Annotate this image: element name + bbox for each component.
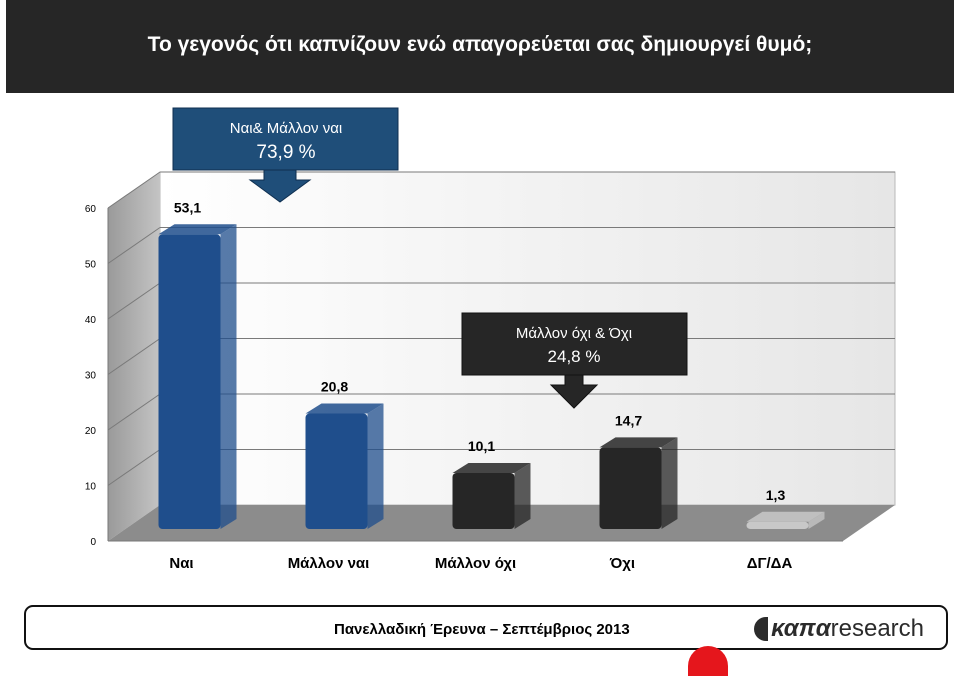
- callout-no-label: Μάλλον όχι & Όχι: [516, 325, 632, 342]
- gridline-side: [107, 171, 161, 209]
- y-tick-label: 30: [85, 371, 97, 382]
- bar-top: [599, 437, 678, 448]
- gridline-side: [107, 338, 161, 375]
- bar: [452, 462, 531, 529]
- y-tick-label: 50: [85, 260, 97, 271]
- gridline-side: [107, 282, 161, 320]
- page-title: Το γεγονός ότι καπνίζουν ενώ απαγορεύετα…: [147, 33, 813, 56]
- bar-side: [514, 462, 531, 529]
- x-category-label: ΔΓ/ΔΑ: [747, 555, 793, 572]
- gridline-side: [107, 227, 161, 264]
- bar: [599, 437, 678, 529]
- data-label: 20,8: [321, 379, 348, 395]
- callout-yes-total: Ναι& Μάλλον ναι 73,9 %: [172, 107, 399, 203]
- bar-front: [305, 413, 368, 529]
- callout-no-total: Μάλλον όχι & Όχι 24,8 %: [461, 312, 688, 409]
- bar-side: [661, 437, 678, 529]
- callout-yes-arrow: [248, 169, 312, 203]
- footer-box: Πανελλαδική Έρευνα – Σεπτέμβριος 2013 κα…: [24, 605, 948, 650]
- bar-side: [808, 511, 825, 529]
- bar-side: [220, 224, 237, 530]
- gridline-side: [107, 449, 161, 486]
- bar-top: [452, 462, 531, 473]
- callout-yes-value: 73,9 %: [256, 142, 315, 163]
- data-label: 1,3: [766, 487, 786, 503]
- logo-thin-text: research: [830, 615, 924, 642]
- bar-top: [746, 511, 825, 522]
- callout-yes-label: Ναι& Μάλλον ναι: [230, 120, 342, 137]
- gridline-side: [107, 393, 161, 431]
- bar: [158, 224, 237, 530]
- y-tick-label: 60: [85, 204, 97, 215]
- data-label: 14,7: [615, 412, 642, 428]
- bar-front: [158, 234, 221, 530]
- y-tick-label: 40: [85, 315, 97, 326]
- bar-top: [158, 224, 237, 235]
- y-tick-label: 20: [85, 426, 97, 437]
- bar: [746, 511, 825, 529]
- kapa-research-logo: καπα research: [754, 615, 924, 643]
- data-label: 10,1: [468, 438, 495, 454]
- x-category-label: Όχι: [609, 555, 635, 572]
- x-category-label: Μάλλον όχι: [435, 555, 516, 572]
- bar-front: [599, 447, 662, 529]
- x-category-label: Ναι: [169, 555, 193, 572]
- callout-no-value: 24,8 %: [548, 347, 601, 366]
- callout-no-arrow: [549, 374, 599, 409]
- survey-caption: Πανελλαδική Έρευνα – Σεπτέμβριος 2013: [334, 621, 630, 638]
- y-tick-label: 0: [90, 537, 96, 548]
- y-tick-label: 10: [85, 482, 97, 493]
- logo-mark-icon: [754, 617, 769, 641]
- data-label: 53,1: [174, 199, 201, 215]
- header-bar: Το γεγονός ότι καπνίζουν ενώ απαγορεύετα…: [6, 0, 954, 93]
- logo-bold-text: καπα: [771, 615, 831, 642]
- bar-side: [367, 403, 384, 529]
- bar-top: [305, 403, 384, 414]
- bar-front: [746, 521, 809, 529]
- bar: [305, 403, 384, 529]
- callout-yes-box: [172, 107, 399, 171]
- bar-front: [452, 472, 515, 529]
- callout-no-box: [461, 312, 688, 376]
- x-category-label: Μάλλον ναι: [288, 555, 370, 572]
